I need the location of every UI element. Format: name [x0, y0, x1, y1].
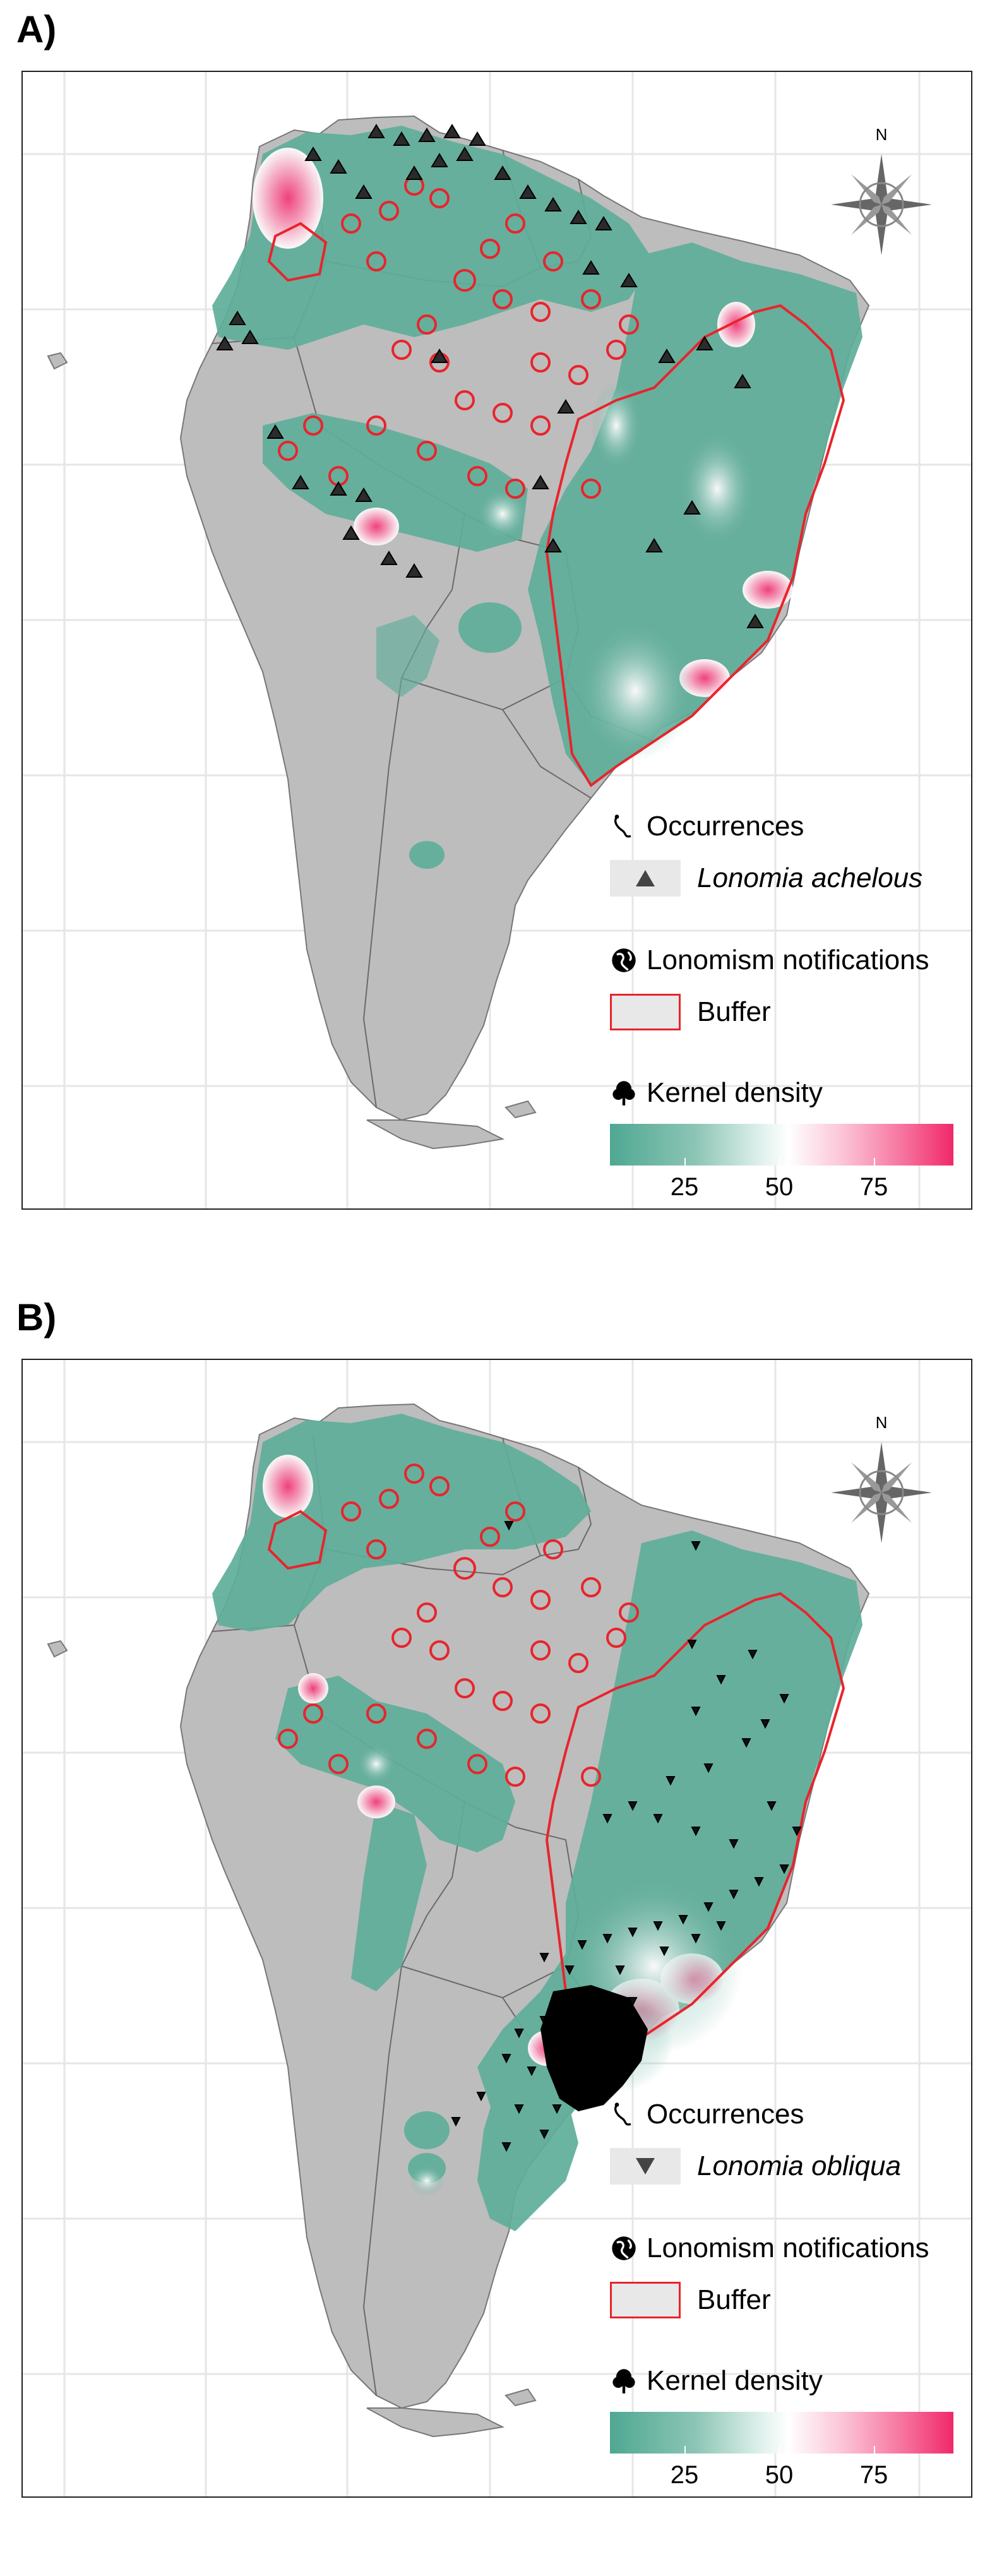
map-a-canvas: N [23, 72, 971, 1208]
kernel-density-colorbar [610, 1124, 953, 1166]
legend-notifications-header: Lonomism notifications [610, 945, 929, 976]
galapagos-islands [47, 352, 68, 370]
colorbar-tick: 75 [859, 1173, 888, 1201]
map-b-canvas: N [23, 1360, 971, 2496]
tree-icon [612, 1081, 635, 1106]
legend-kernel-title: Kernel density [647, 1077, 823, 1108]
legend-kernel-header: Kernel density [610, 2365, 823, 2397]
occurrence-markers [216, 124, 764, 628]
colorbar-tick: 50 [765, 2461, 794, 2489]
legend-buffer-key [610, 994, 681, 1030]
galapagos-islands [47, 1640, 68, 1658]
triangle-up-icon [636, 870, 655, 886]
falkland-islands [504, 2388, 537, 2407]
globe-icon [612, 948, 636, 972]
panel-a-label: A) [16, 8, 57, 51]
triangle-down-icon [636, 2158, 655, 2174]
legend-kernel-title: Kernel density [647, 2365, 823, 2396]
colorbar-tick: 25 [670, 1173, 699, 1201]
legend-species-key [610, 860, 681, 897]
legend-occurrences-header: Occurrences [610, 2099, 804, 2130]
tierra-del-fuego [366, 1119, 505, 1150]
bug-icon [614, 814, 631, 838]
legend-notifications-header: Lonomism notifications [610, 2233, 929, 2264]
colorbar-tick: 25 [670, 2461, 699, 2489]
legend-occurrences-header: Occurrences [610, 811, 804, 842]
panel-b-map: N Occurrences Lonomia obliqua Lonomism n… [21, 1359, 972, 2498]
legend-buffer-label: Buffer [697, 996, 771, 1027]
colorbar-tick: 50 [765, 1173, 794, 1201]
legend-kernel-header: Kernel density [610, 1077, 823, 1109]
legend-notifications-title: Lonomism notifications [647, 945, 929, 975]
north-arrow-icon [831, 1442, 932, 1543]
north-arrow-icon [831, 154, 932, 255]
panel-a-map: N Occurrences Lonomia achelous Lonomism … [21, 71, 972, 1210]
north-label: N [876, 125, 888, 144]
globe-icon [612, 2236, 636, 2260]
colorbar-tick: 75 [859, 2461, 888, 2489]
legend-species-row: Lonomia achelous [610, 860, 922, 897]
bug-icon [614, 2102, 631, 2126]
kernel-density-colorbar [610, 2412, 953, 2454]
legend-species-label: Lonomia obliqua [697, 2150, 901, 2181]
occurrence-cluster [540, 1985, 648, 2111]
legend-occurrences-title: Occurrences [647, 2099, 804, 2130]
legend-buffer-label: Buffer [697, 2284, 771, 2315]
colorbar-ticks: 25 50 75 [610, 2461, 953, 2493]
legend-buffer-row: Buffer [610, 2282, 771, 2318]
legend-species-key [610, 2148, 681, 2185]
falkland-islands [504, 1100, 537, 1119]
tree-icon [612, 2369, 635, 2394]
buffer-layer [267, 176, 845, 787]
buffer-layer [267, 1464, 845, 2075]
legend-buffer-row: Buffer [610, 994, 771, 1030]
legend-species-label: Lonomia achelous [697, 862, 923, 893]
legend-buffer-key [610, 2282, 681, 2318]
legend-species-row: Lonomia obliqua [610, 2148, 901, 2185]
panel-b-label: B) [16, 1296, 57, 1339]
tierra-del-fuego [366, 2407, 505, 2438]
legend-occurrences-title: Occurrences [647, 811, 804, 842]
north-label: N [876, 1413, 888, 1432]
legend-notifications-title: Lonomism notifications [647, 2233, 929, 2263]
colorbar-ticks: 25 50 75 [610, 1173, 953, 1205]
